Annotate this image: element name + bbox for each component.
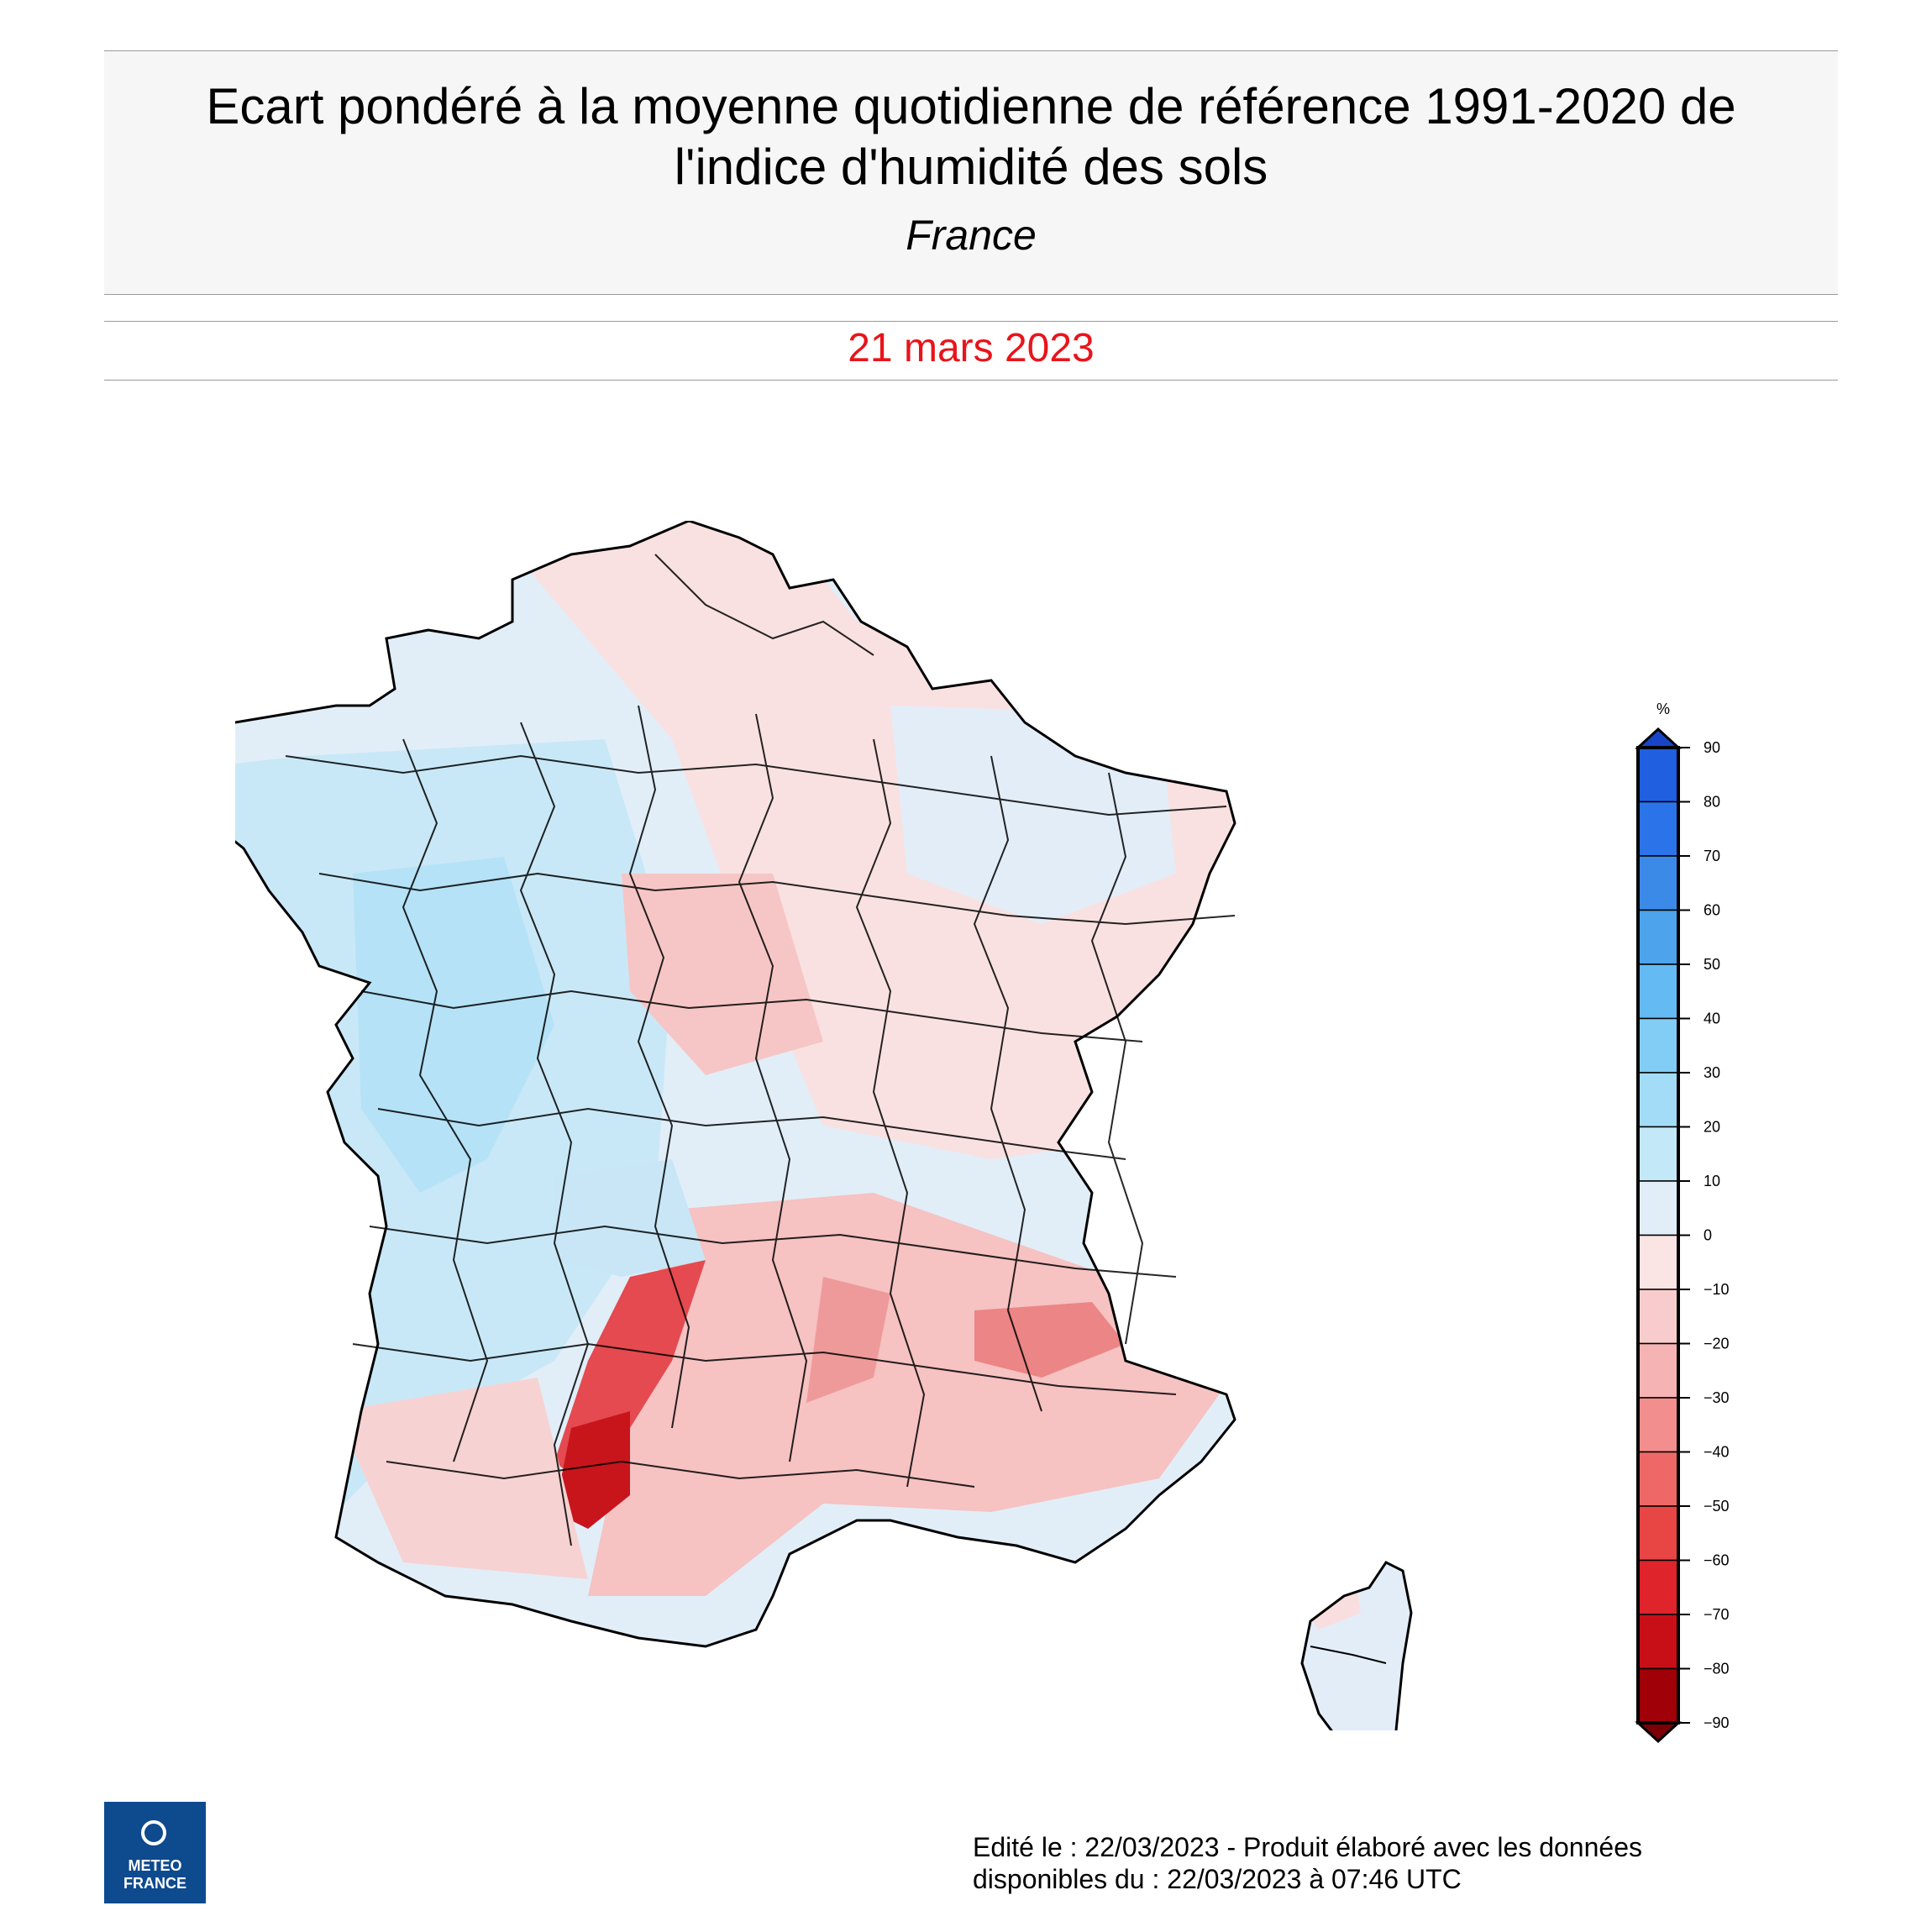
legend-arrow-max [1635, 727, 1682, 749]
legend-swatch [1637, 963, 1679, 1020]
legend-swatch [1637, 1072, 1679, 1128]
legend-swatch [1637, 909, 1679, 965]
map-title: Ecart pondéré à la moyenne quotidienne d… [104, 76, 1838, 197]
legend-tick-label: −90 [1704, 1714, 1730, 1731]
france-map-svg [166, 519, 1413, 1783]
legend-tick-label: −10 [1704, 1281, 1730, 1298]
map-date: 21 mars 2023 [848, 326, 1095, 370]
corse [1300, 1561, 1413, 1783]
color-legend: % 90 80 70 60 50 40 30 20 10 0 −10 −20 −30 −40 −50 −60 −… [1596, 689, 1798, 1772]
logo-text-line-2: FRANCE [123, 1875, 186, 1892]
department-boundaries [285, 554, 1236, 1546]
logo-text-line-1: METEO [128, 1857, 182, 1874]
legend-swatch [1637, 1559, 1679, 1615]
meteo-france-logo: METEO FRANCE [104, 1802, 206, 1903]
legend-swatch [1637, 1180, 1679, 1236]
france-map [166, 519, 1546, 1783]
map-subtitle: France [906, 212, 1037, 259]
legend-swatch [1637, 1289, 1679, 1345]
legend-swatch [1637, 1017, 1679, 1074]
legend-tick-label: 40 [1704, 1011, 1720, 1027]
legend-arrow-min [1635, 1721, 1682, 1744]
legend-tick-label: −60 [1704, 1552, 1730, 1569]
france-fill [168, 521, 1235, 1646]
legend-unit: % [1656, 701, 1670, 717]
legend-tick-label: 60 [1704, 902, 1720, 919]
title-line-2: l'indice d'humidité des sols [674, 139, 1268, 195]
legend-tick-label: 70 [1704, 848, 1720, 864]
legend-tick-label: −20 [1704, 1336, 1730, 1352]
legend-swatch [1637, 1342, 1679, 1399]
legend-tick-label: −70 [1704, 1606, 1730, 1623]
legend-tick-label: 30 [1704, 1064, 1720, 1081]
legend-swatch [1637, 1234, 1679, 1290]
legend-swatch [1637, 1614, 1679, 1670]
legend-swatch [1637, 855, 1679, 911]
meteo-france-icon [141, 1820, 166, 1845]
legend-bar: 90 80 70 60 50 40 30 20 10 0 −10 −20 −30 −40 −50 −60 −70… [1635, 727, 1730, 1744]
legend-swatch [1637, 801, 1679, 857]
legend-tick-label: 90 [1704, 739, 1720, 756]
legend-tick-label: −30 [1704, 1389, 1730, 1406]
corse-department-boundary [1310, 1646, 1387, 1664]
date-panel: 21 mars 2023 [104, 321, 1838, 381]
legend-tick-label: −40 [1704, 1444, 1730, 1461]
legend-tick-label: 80 [1704, 794, 1720, 811]
legend-swatch [1637, 1667, 1679, 1724]
legend-swatch [1637, 1451, 1679, 1507]
footer-note: Edité le : 22/03/2023 - Produit élaboré … [973, 1831, 1729, 1895]
footer-line-1: Edité le : 22/03/2023 - Produit élaboré … [973, 1832, 1642, 1862]
title-panel: Ecart pondéré à la moyenne quotidienne d… [104, 50, 1838, 295]
legend-tick-label: 10 [1704, 1173, 1720, 1189]
legend-swatch [1637, 1397, 1679, 1453]
legend-swatch [1637, 1505, 1679, 1562]
legend-swatch [1637, 1126, 1679, 1182]
legend-tick-label: 50 [1704, 956, 1720, 973]
title-line-1: Ecart pondéré à la moyenne quotidienne d… [206, 78, 1736, 134]
legend-tick-label: 0 [1704, 1227, 1712, 1244]
legend-tick-label: −50 [1704, 1498, 1730, 1515]
footer-line-2: disponibles du : 22/03/2023 à 07:46 UTC [973, 1864, 1462, 1894]
legend-tick-label: −80 [1704, 1661, 1730, 1677]
legend-swatch [1637, 747, 1679, 803]
legend-tick-label: 20 [1704, 1119, 1720, 1136]
